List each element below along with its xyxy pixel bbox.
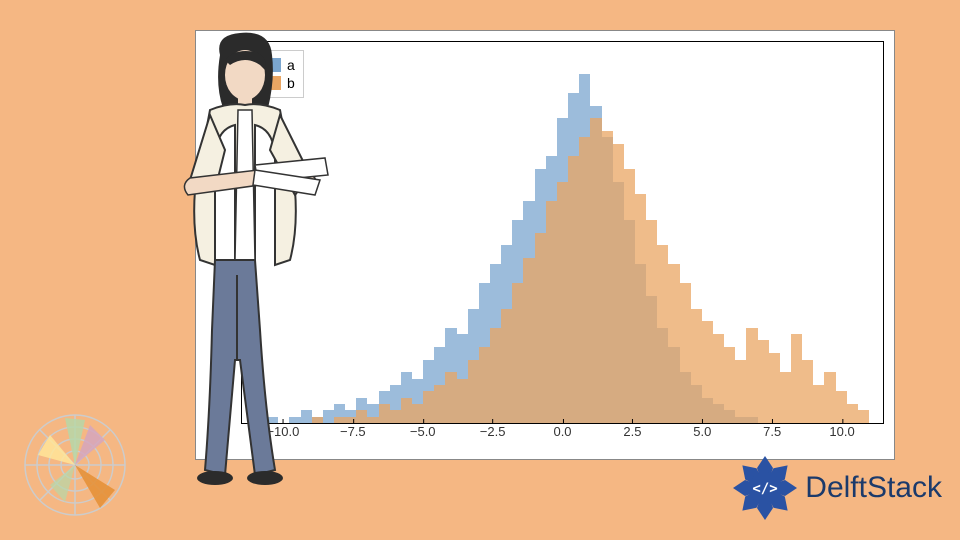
hist-bar-b (802, 360, 813, 424)
hist-bar-b (334, 417, 345, 423)
hist-bar-b (479, 347, 490, 423)
hist-bar-b (445, 372, 456, 423)
hist-bar-b (535, 233, 546, 424)
hist-bar-b (390, 410, 401, 423)
hist-bar-b (512, 283, 523, 423)
hist-bar-b (847, 404, 858, 423)
hist-bar-b (412, 404, 423, 423)
x-tick-label: −2.5 (480, 424, 506, 439)
hist-bar-b (780, 372, 791, 423)
hist-bar-b (423, 391, 434, 423)
hist-bar-b (401, 398, 412, 423)
delftstack-logo: </> DelftStack (731, 454, 942, 522)
hist-bar-b (345, 417, 356, 423)
hist-bar-b (568, 156, 579, 423)
hist-bar-b (523, 258, 534, 423)
series-b-bars (242, 42, 883, 423)
x-tick-label: 0.0 (553, 424, 571, 439)
hist-bar-b (356, 410, 367, 423)
x-tick-label: −5.0 (410, 424, 436, 439)
x-tick-label: 5.0 (693, 424, 711, 439)
delftstack-text: DelftStack (805, 471, 942, 505)
delftstack-badge-icon: </> (731, 454, 799, 522)
hist-bar-b (746, 328, 757, 423)
hist-bar-b (624, 169, 635, 423)
hist-bar-b (501, 309, 512, 423)
hist-bar-b (434, 385, 445, 423)
hist-bar-b (590, 118, 601, 423)
polar-chart-icon (20, 410, 130, 520)
hist-bar-b (713, 334, 724, 423)
hist-bar-b (657, 245, 668, 423)
hist-bar-b (602, 131, 613, 423)
x-tick-label: 10.0 (829, 424, 854, 439)
hist-bar-b (791, 334, 802, 423)
woman-illustration (160, 30, 330, 490)
hist-bar-b (691, 309, 702, 423)
hist-bar-b (579, 137, 590, 423)
hist-bar-b (490, 328, 501, 423)
plot-area: a b (241, 41, 884, 424)
hist-bar-b (735, 360, 746, 424)
hist-bar-b (758, 340, 769, 423)
hist-bar-b (646, 220, 657, 423)
hist-bar-b (680, 283, 691, 423)
hist-bar-b (468, 360, 479, 424)
hist-bar-b (367, 417, 378, 423)
hist-bar-b (858, 410, 869, 423)
hist-bar-b (635, 194, 646, 423)
x-tick-label: −7.5 (340, 424, 366, 439)
hist-bar-b (457, 379, 468, 423)
hist-bar-b (702, 321, 713, 423)
hist-bar-b (613, 144, 624, 423)
hist-bar-b (813, 385, 824, 423)
hist-bar-b (557, 182, 568, 423)
x-tick-label: 2.5 (623, 424, 641, 439)
hist-bar-b (824, 372, 835, 423)
hist-bar-b (724, 347, 735, 423)
hist-bar-b (379, 404, 390, 423)
hist-bar-b (769, 353, 780, 423)
svg-text:</>: </> (753, 481, 778, 497)
x-tick-label: 7.5 (763, 424, 781, 439)
hist-bar-b (546, 201, 557, 423)
hist-bar-b (668, 264, 679, 423)
